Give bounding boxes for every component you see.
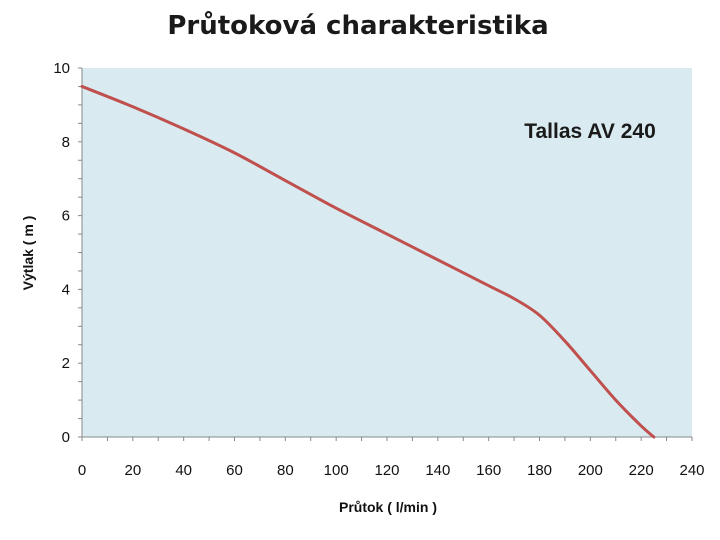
series-annotation: Tallas AV 240 (524, 120, 656, 143)
x-tick-label: 140 (425, 462, 450, 479)
y-tick-label: 6 (62, 208, 70, 225)
x-tick-label: 100 (324, 462, 349, 479)
chart-title: Průtoková charakteristika (167, 10, 548, 41)
series-line (80, 84, 656, 439)
x-tick-label: 60 (226, 462, 243, 479)
y-tick-label: 4 (62, 281, 70, 298)
x-tick-label: 40 (175, 462, 192, 479)
x-tick-label: 240 (679, 462, 704, 479)
series-group (80, 84, 656, 439)
x-tick-label: 220 (629, 462, 654, 479)
y-tick-label: 0 (62, 429, 70, 446)
y-tick-label: 8 (62, 134, 70, 151)
y-tick-label: 10 (53, 60, 70, 77)
x-tick-label: 0 (78, 462, 86, 479)
x-tick-label: 180 (527, 462, 552, 479)
tick-labels: 0 20 40 60 80 100 120 140 160 180 200 220 240 0 2 4 6 8 10 (53, 60, 704, 479)
y-axis-label: Výtlak ( m ) (20, 216, 36, 291)
x-tick-label: 120 (374, 462, 399, 479)
x-tick-label: 80 (277, 462, 294, 479)
y-tick-label: 2 (62, 355, 70, 372)
x-tick-label: 200 (578, 462, 603, 479)
axes (78, 67, 693, 441)
x-tick-label: 160 (476, 462, 501, 479)
x-tick-label: 20 (124, 462, 141, 479)
x-axis-label: Průtok ( l/min ) (339, 499, 437, 515)
